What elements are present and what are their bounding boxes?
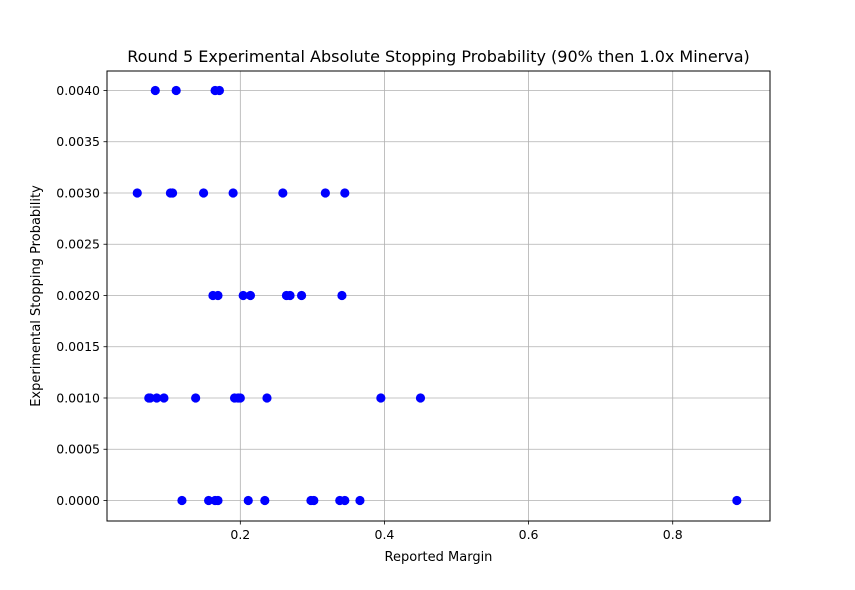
x-tick-label: 0.4 bbox=[375, 527, 395, 542]
data-point bbox=[171, 85, 181, 96]
data-point bbox=[145, 393, 155, 403]
data-point bbox=[243, 495, 253, 506]
data-point bbox=[228, 188, 238, 198]
data-point bbox=[191, 393, 201, 403]
data-point bbox=[732, 495, 742, 506]
data-point bbox=[285, 290, 295, 301]
data-point bbox=[262, 393, 272, 403]
y-tick-label: 0.0005 bbox=[56, 442, 100, 457]
data-point bbox=[177, 495, 187, 506]
data-point bbox=[198, 188, 209, 198]
data-point bbox=[152, 393, 162, 403]
data-point bbox=[355, 495, 365, 506]
data-point bbox=[415, 393, 426, 403]
data-point bbox=[245, 290, 256, 301]
data-point bbox=[213, 495, 223, 506]
data-point bbox=[235, 393, 245, 403]
data-point bbox=[309, 495, 319, 506]
x-tick-label: 0.6 bbox=[519, 527, 539, 542]
data-point bbox=[204, 495, 214, 506]
data-point bbox=[337, 290, 347, 301]
data-point bbox=[340, 495, 350, 506]
x-tick-label: 0.8 bbox=[663, 527, 683, 542]
y-tick-label: 0.0035 bbox=[56, 134, 100, 149]
data-point bbox=[296, 290, 307, 301]
data-point bbox=[278, 188, 288, 198]
data-point bbox=[238, 290, 248, 301]
data-point bbox=[376, 393, 386, 403]
y-tick-label: 0.0025 bbox=[56, 237, 100, 252]
axis-ticks: 0.2 0.4 0.6 0.8 0.0000 0.0005 0.0010 0.0015 0.00… bbox=[56, 83, 682, 542]
y-axis-label: Experimental Stopping Probability bbox=[29, 185, 44, 407]
data-point bbox=[340, 188, 350, 198]
plot-frame bbox=[106, 70, 771, 522]
grid-lines bbox=[107, 71, 770, 521]
y-tick-label: 0.0020 bbox=[56, 288, 100, 303]
chart-title: Round 5 Experimental Absolute Stopping P… bbox=[127, 47, 750, 66]
data-points bbox=[132, 85, 742, 506]
data-point bbox=[167, 188, 178, 198]
x-axis-label: Reported Margin bbox=[385, 550, 493, 565]
data-point bbox=[150, 85, 160, 96]
data-point bbox=[260, 495, 270, 506]
x-tick-label: 0.2 bbox=[230, 527, 250, 542]
y-tick-label: 0.0000 bbox=[56, 493, 100, 508]
y-tick-label: 0.0030 bbox=[56, 185, 100, 200]
data-point bbox=[159, 393, 169, 403]
data-point bbox=[214, 85, 225, 96]
data-point bbox=[213, 290, 223, 301]
data-point bbox=[132, 188, 142, 198]
y-tick-label: 0.0040 bbox=[56, 83, 100, 98]
y-tick-label: 0.0015 bbox=[56, 339, 100, 354]
y-tick-label: 0.0010 bbox=[56, 390, 100, 405]
data-point bbox=[320, 188, 330, 198]
